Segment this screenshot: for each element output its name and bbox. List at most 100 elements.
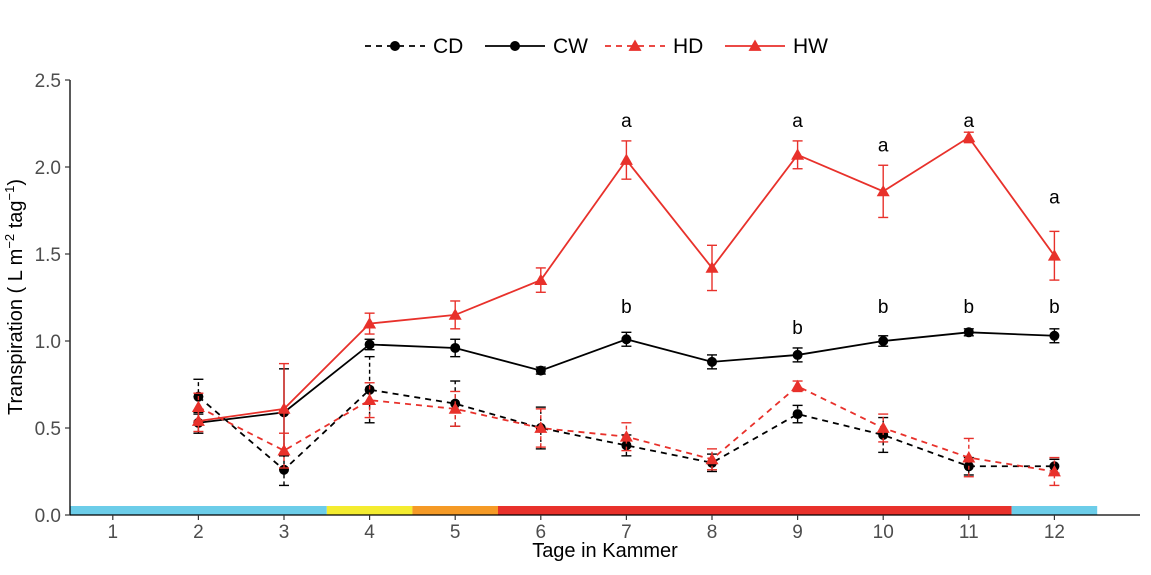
- error-bar: [621, 422, 632, 452]
- significance-label: b: [792, 318, 803, 339]
- data-point: [448, 402, 462, 414]
- y-tick-label: 1.0: [35, 332, 61, 353]
- x-tick-label: 5: [450, 522, 461, 543]
- data-point: [962, 451, 976, 463]
- phase-segment-1: [70, 506, 327, 515]
- series-layer: [191, 130, 1061, 487]
- series-cd: [193, 355, 1060, 487]
- y-axis-label: Transpiration ( L m−2 tag−1): [2, 179, 27, 415]
- series-hd: [191, 379, 1061, 487]
- annotation-layer: a a a a a b b b b b: [621, 111, 1060, 339]
- y-axis-title: Transpiration ( L m−2 tag−1): [2, 179, 27, 415]
- y-tick-label: 0.5: [35, 419, 61, 440]
- legend-marker: [390, 41, 400, 51]
- legend-label: CW: [553, 35, 588, 58]
- error-bar: [1049, 456, 1060, 487]
- data-point: [791, 148, 805, 160]
- significance-label: b: [1049, 297, 1060, 318]
- significance-label: a: [1049, 188, 1060, 209]
- data-point: [450, 342, 461, 353]
- x-tick-label: 4: [364, 522, 375, 543]
- legend-marker: [510, 41, 520, 51]
- data-point: [792, 409, 803, 420]
- phase-segment-4: [498, 506, 1012, 515]
- phase-segment-5: [1011, 506, 1098, 515]
- legend-item-cw: CW: [485, 35, 588, 58]
- data-point: [364, 339, 375, 350]
- data-point: [363, 317, 377, 329]
- data-point: [534, 273, 548, 285]
- x-tick-label: 7: [621, 522, 632, 543]
- data-point: [277, 402, 291, 414]
- data-point: [364, 384, 375, 395]
- axes: 0.00.51.01.52.02.51 2 3 4 5 6 7 8 9 10 11 12: [35, 71, 1140, 543]
- legend-label: CD: [433, 35, 463, 58]
- series-hw: [191, 130, 1061, 455]
- error-bar: [364, 355, 375, 424]
- x-tick-label: 10: [873, 522, 894, 543]
- data-point: [878, 336, 889, 346]
- data-point: [534, 421, 548, 433]
- y-tick-label: 1.5: [35, 245, 61, 266]
- x-tick-label: 1: [108, 522, 119, 543]
- data-point: [963, 327, 974, 338]
- y-tick-label: 0.0: [35, 506, 61, 527]
- y-tick-label: 2.5: [35, 71, 61, 92]
- legend: CD CW HD HW: [365, 35, 828, 58]
- legend-item-cd: CD: [365, 35, 463, 58]
- data-point: [191, 400, 205, 412]
- x-tick-label: 8: [707, 522, 718, 543]
- data-point: [792, 349, 803, 360]
- data-point: [448, 308, 462, 320]
- data-point: [535, 365, 546, 376]
- x-tick-label: 11: [959, 522, 979, 543]
- data-point: [876, 184, 890, 197]
- data-point: [876, 421, 890, 433]
- significance-label: b: [964, 297, 975, 318]
- data-point: [707, 356, 717, 367]
- data-point: [619, 430, 633, 442]
- data-point: [791, 379, 805, 392]
- data-point: [191, 414, 205, 426]
- legend-label: HW: [793, 35, 828, 58]
- phase-segment-2: [326, 506, 413, 515]
- data-point: [705, 452, 719, 465]
- legend-marker: [628, 39, 642, 51]
- significance-label: a: [964, 111, 975, 132]
- x-tick-label: 6: [536, 522, 547, 543]
- data-point: [1047, 249, 1061, 261]
- error-bar: [535, 406, 546, 450]
- data-point: [1049, 330, 1060, 341]
- significance-label: a: [621, 111, 632, 132]
- y-tick-label: 2.0: [35, 158, 61, 179]
- x-tick-label: 12: [1044, 522, 1065, 543]
- data-point: [705, 261, 719, 273]
- data-point: [363, 393, 377, 406]
- significance-label: b: [878, 297, 889, 318]
- phase-segment-3: [412, 506, 498, 515]
- error-bar: [878, 413, 889, 443]
- x-tick-label: 9: [792, 522, 803, 543]
- data-point: [1047, 465, 1061, 477]
- data-point: [621, 334, 632, 345]
- legend-marker: [748, 39, 762, 51]
- significance-label: a: [878, 135, 889, 156]
- data-point: [619, 153, 633, 165]
- series-cw: [193, 327, 1060, 457]
- legend-item-hw: HW: [725, 35, 828, 58]
- significance-label: a: [792, 111, 803, 132]
- x-axis-label: Tage in Kammer: [532, 540, 678, 562]
- phase-bar: [70, 506, 1098, 515]
- error-bar: [963, 437, 974, 478]
- legend-item-hd: HD: [605, 35, 703, 58]
- significance-label: b: [621, 297, 632, 318]
- series-line: [197, 388, 1055, 471]
- x-tick-label: 3: [279, 522, 290, 543]
- error-bar: [535, 408, 546, 448]
- legend-label: HD: [673, 35, 703, 58]
- data-point: [279, 464, 289, 475]
- data-point: [962, 130, 976, 143]
- data-point: [621, 440, 632, 451]
- x-tick-label: 2: [193, 522, 204, 543]
